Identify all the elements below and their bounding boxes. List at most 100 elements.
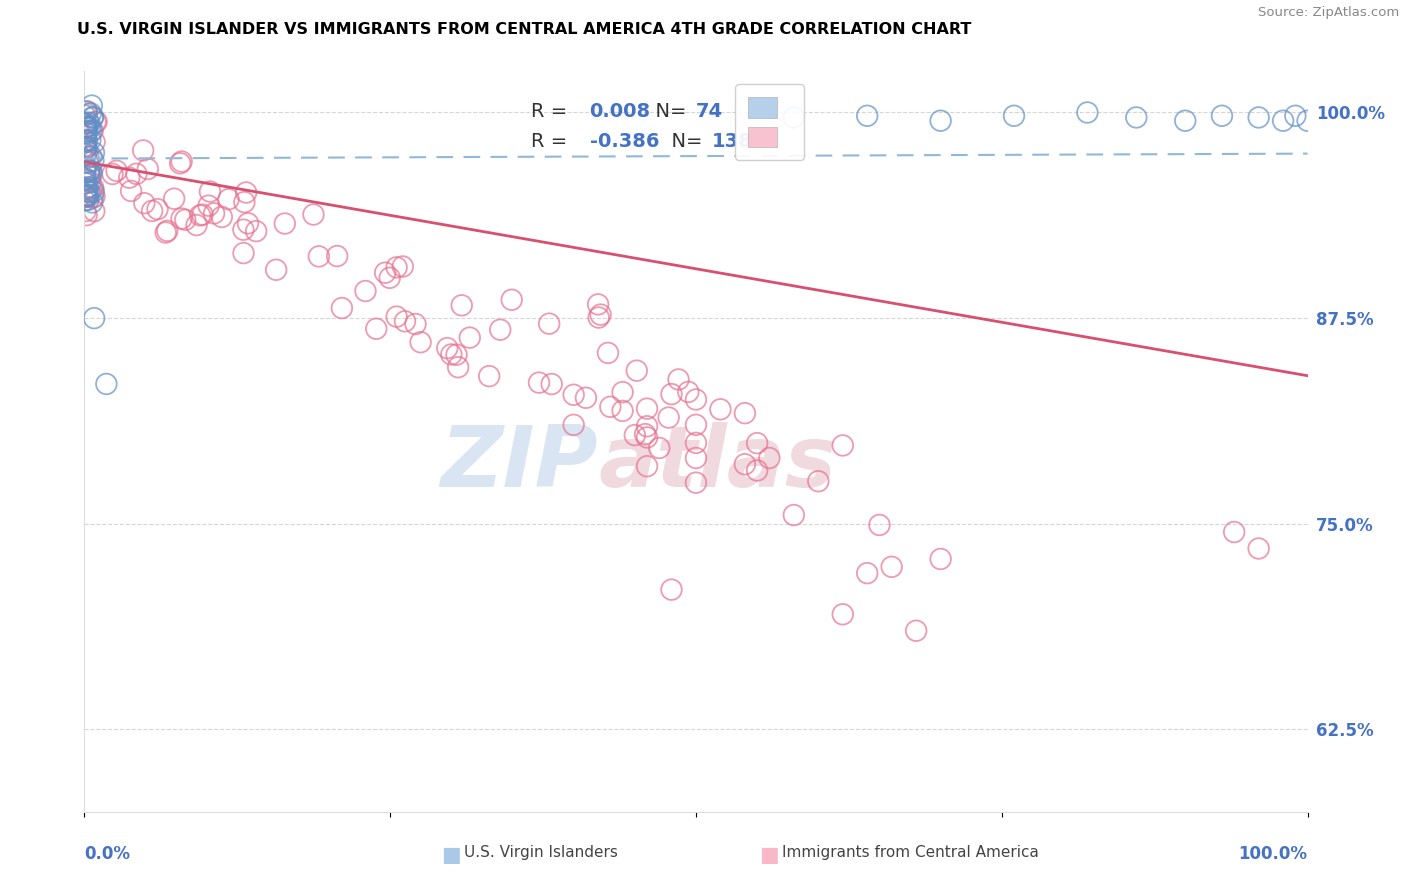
Point: [734, 406, 756, 420]
Text: U.S. Virgin Islanders: U.S. Virgin Islanders: [464, 845, 617, 860]
Point: [76, 189, 98, 203]
Point: [599, 400, 621, 414]
Point: [75, 140, 97, 154]
Point: [1174, 113, 1197, 128]
Point: [76, 120, 98, 134]
Point: [76, 145, 98, 159]
Point: [80, 164, 103, 178]
Point: [76, 124, 98, 138]
Point: [75, 142, 97, 156]
Point: [75, 204, 97, 219]
Point: [489, 323, 512, 337]
Point: [1247, 541, 1270, 556]
Point: [929, 552, 952, 566]
Point: [75, 129, 97, 144]
Point: [76, 208, 98, 222]
Point: [1076, 105, 1098, 120]
Point: [83, 135, 105, 149]
Point: [458, 331, 481, 345]
Point: [156, 224, 179, 238]
Point: [436, 341, 458, 355]
Point: [302, 207, 325, 221]
Point: [588, 310, 610, 325]
Point: [1284, 109, 1306, 123]
Point: [79, 116, 101, 130]
Point: [118, 170, 141, 185]
Point: [188, 208, 211, 222]
Point: [80, 182, 103, 196]
Point: [562, 388, 585, 402]
Point: [235, 186, 257, 200]
Point: [80, 149, 103, 163]
Point: [869, 518, 891, 533]
Point: [170, 154, 193, 169]
Point: [685, 450, 707, 465]
Point: [378, 270, 401, 285]
Point: [155, 226, 177, 240]
Text: 0.008: 0.008: [589, 103, 651, 121]
Point: [75, 165, 97, 179]
Point: [84, 115, 107, 129]
Point: [409, 335, 432, 350]
Point: [661, 387, 683, 401]
Point: [82, 181, 104, 195]
Point: [82, 111, 104, 125]
Text: U.S. VIRGIN ISLANDER VS IMMIGRANTS FROM CENTRAL AMERICA 4TH GRADE CORRELATION CH: U.S. VIRGIN ISLANDER VS IMMIGRANTS FROM …: [77, 22, 972, 37]
Point: [385, 310, 408, 324]
Point: [308, 249, 330, 263]
Point: [1002, 109, 1025, 123]
Point: [75, 106, 97, 120]
Point: [586, 297, 609, 311]
Point: [236, 216, 259, 230]
Point: [77, 193, 100, 207]
Point: [648, 441, 671, 455]
Point: [83, 189, 105, 203]
Point: [79, 133, 101, 147]
Point: [1247, 111, 1270, 125]
Point: [174, 212, 197, 227]
Point: [75, 171, 97, 186]
Point: [73, 126, 96, 140]
Point: [446, 348, 468, 362]
Point: [76, 104, 98, 119]
Point: [612, 385, 634, 400]
Point: [141, 203, 163, 218]
Text: ■: ■: [441, 845, 461, 865]
Point: [527, 376, 550, 390]
Point: [783, 508, 806, 522]
Point: [624, 428, 647, 442]
Point: [80, 195, 103, 210]
Point: [678, 384, 700, 399]
Point: [73, 117, 96, 131]
Point: [540, 377, 562, 392]
Point: [450, 298, 472, 312]
Point: [76, 120, 98, 134]
Point: [77, 180, 100, 194]
Point: [75, 117, 97, 131]
Point: [685, 392, 707, 407]
Point: [77, 155, 100, 169]
Point: [1296, 113, 1319, 128]
Point: [575, 391, 598, 405]
Point: [685, 436, 707, 450]
Point: [326, 249, 349, 263]
Point: [75, 133, 97, 147]
Point: [636, 430, 658, 444]
Point: [96, 376, 118, 391]
Point: [79, 120, 101, 135]
Point: [82, 110, 104, 124]
Point: [634, 427, 657, 442]
Point: [747, 436, 769, 450]
Point: [626, 364, 648, 378]
Point: [807, 474, 830, 488]
Point: [75, 133, 97, 147]
Point: [202, 206, 225, 220]
Point: [75, 181, 97, 195]
Point: [86, 114, 108, 128]
Point: [783, 111, 806, 125]
Point: [747, 463, 769, 477]
Point: [79, 169, 101, 184]
Text: -0.386: -0.386: [589, 132, 659, 151]
Point: [73, 108, 96, 122]
Legend: , : ,: [735, 84, 804, 160]
